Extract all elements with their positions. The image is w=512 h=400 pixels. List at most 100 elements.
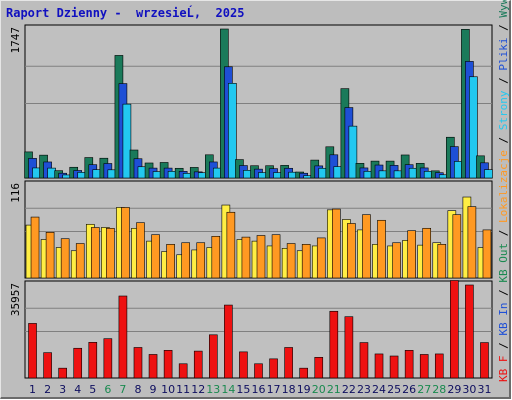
bottom-bar-1-day-24	[374, 353, 384, 379]
legend-separator: /	[497, 283, 510, 303]
bottom-bar-1-day-30	[465, 284, 474, 379]
day-label-29: 29	[447, 383, 461, 396]
day-label-21: 21	[327, 383, 341, 396]
middle-bar-2-day-14	[226, 211, 236, 279]
bottom-bar-1-day-5	[88, 342, 98, 379]
day-label-19: 19	[297, 383, 311, 396]
bottom-bar-1-day-7	[118, 295, 128, 379]
bottom-bar-1-day-18	[284, 347, 293, 379]
top-bar-3-day-7	[122, 103, 132, 179]
day-label-6: 6	[104, 383, 111, 396]
middle-bar-2-day-29	[452, 214, 462, 279]
bottom-panel: 35957	[9, 280, 493, 379]
day-label-30: 30	[462, 383, 476, 396]
legend-item: Lokalizacje	[497, 150, 510, 223]
bottom-bar-1-day-11	[178, 363, 188, 379]
legend-item: KB F	[497, 356, 510, 383]
day-label-24: 24	[372, 383, 386, 396]
middle-bar-2-day-22	[347, 223, 356, 279]
bottom-bar-1-day-14	[224, 304, 233, 379]
bottom-bar-1-day-2	[43, 352, 52, 379]
middle-bar-2-day-18	[286, 243, 296, 279]
legend-separator: /	[497, 336, 510, 356]
day-label-1: 1	[29, 383, 36, 396]
bottom-bar-1-day-9	[148, 354, 158, 379]
middle-bar-2-day-25	[392, 242, 401, 279]
middle-bar-2-day-16	[256, 235, 266, 279]
middle-bar-2-day-26	[407, 230, 416, 279]
middle-bar-2-day-11	[181, 242, 190, 279]
middle-bar-2-day-10	[166, 244, 175, 279]
top-bar-3-day-30	[469, 76, 478, 179]
legend-item: KB In	[497, 303, 510, 336]
middle-bar-2-day-8	[136, 222, 145, 279]
legend-separator: /	[497, 223, 510, 243]
legend-item: Pliki	[497, 38, 510, 71]
middle-bar-2-day-19	[301, 244, 311, 279]
day-label-18: 18	[282, 383, 296, 396]
middle-bar-2-day-17	[271, 234, 281, 279]
middle-bar-2-day-1	[30, 216, 40, 279]
bottom-plot-area	[24, 280, 493, 379]
bottom-bar-1-day-17	[269, 358, 278, 379]
day-label-5: 5	[89, 383, 96, 396]
middle-panel: 116	[9, 180, 493, 279]
legend-item: Wywółania	[497, 0, 510, 18]
top-bar-3-day-31	[484, 169, 493, 179]
bottom-bar-1-day-20	[314, 357, 324, 379]
bottom-bar-1-day-19	[299, 367, 308, 379]
middle-bar-2-day-4	[75, 243, 85, 279]
day-label-23: 23	[357, 383, 371, 396]
day-label-28: 28	[432, 383, 446, 396]
day-label-11: 11	[176, 383, 190, 396]
day-label-10: 10	[161, 383, 175, 396]
middle-bar-2-day-13	[211, 236, 221, 279]
bottom-bar-1-day-1	[28, 323, 37, 379]
day-label-16: 16	[252, 383, 266, 396]
report-title: Raport Dzienny - wrzesieĹ‚ 2025	[6, 6, 245, 20]
middle-bar-2-day-27	[422, 227, 432, 279]
top-panel: 1747	[9, 24, 493, 179]
day-label-27: 27	[417, 383, 431, 396]
bottom-bar-1-day-10	[163, 350, 173, 379]
day-label-4: 4	[74, 383, 81, 396]
bottom-bar-1-day-13	[209, 334, 218, 379]
day-label-8: 8	[134, 383, 141, 396]
day-label-26: 26	[402, 383, 416, 396]
day-label-17: 17	[267, 383, 281, 396]
legend-separator: /	[497, 71, 510, 91]
bottom-bar-1-day-6	[103, 338, 113, 379]
legend: KB F / KB In / KB Out / Lokalizacje / St…	[497, 0, 510, 382]
middle-bar-2-day-20	[316, 237, 326, 279]
bottom-bar-1-day-25	[389, 355, 399, 379]
legend-separator: /	[497, 130, 510, 150]
bottom-bar-1-day-12	[193, 350, 203, 379]
middle-bar-2-day-30	[467, 206, 477, 279]
middle-bar-2-day-23	[362, 214, 371, 279]
bottom-bar-1-day-22	[344, 316, 354, 379]
day-label-31: 31	[477, 383, 491, 396]
bottom-ymax-label: 35957	[9, 283, 22, 316]
legend-item: KB Out	[497, 243, 510, 283]
bottom-bar-1-day-29	[450, 280, 459, 379]
middle-bar-2-day-3	[60, 238, 70, 279]
middle-bar-2-day-12	[196, 242, 206, 279]
day-label-20: 20	[312, 383, 326, 396]
legend-separator: /	[497, 18, 510, 38]
day-label-14: 14	[221, 383, 235, 396]
middle-bar-2-day-28	[437, 244, 447, 279]
bottom-bar-1-day-15	[239, 351, 248, 379]
bottom-bar-1-day-26	[404, 350, 414, 379]
day-label-13: 13	[206, 383, 220, 396]
middle-bar-2-day-21	[332, 208, 341, 279]
middle-bar-2-day-5	[90, 227, 100, 279]
bottom-bar-1-day-21	[329, 310, 339, 379]
day-label-22: 22	[342, 383, 356, 396]
day-label-9: 9	[150, 383, 157, 396]
top-plot-area	[24, 24, 493, 179]
day-label-12: 12	[191, 383, 205, 396]
middle-bar-2-day-2	[45, 232, 55, 279]
day-label-15: 15	[236, 383, 250, 396]
day-label-3: 3	[59, 383, 66, 396]
